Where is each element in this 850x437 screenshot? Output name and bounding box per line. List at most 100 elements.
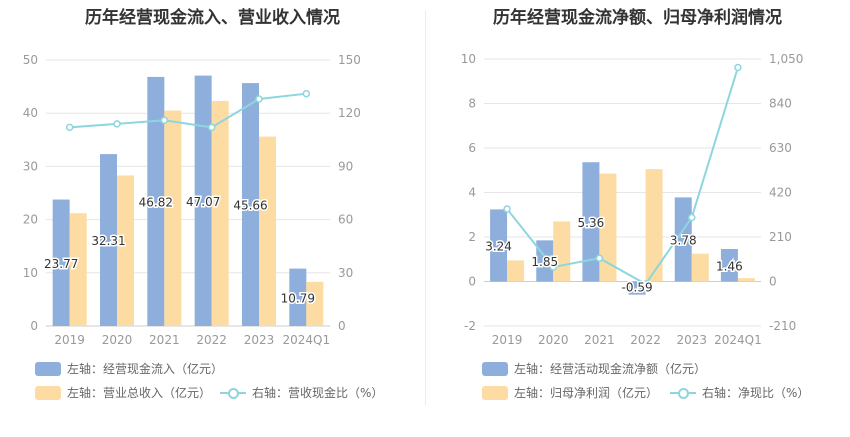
line-point: [503, 205, 511, 213]
data-label: 23.77: [44, 257, 78, 271]
bar-series-2: [737, 278, 755, 282]
bar-series-1: [490, 209, 508, 282]
bar-series-2: [507, 260, 525, 282]
y-right-tick-label: 420: [769, 186, 792, 200]
bar-series-2: [645, 169, 663, 282]
x-tick-label: 2020: [102, 333, 133, 347]
legend-label: 左轴：营业总收入（亿元）: [67, 386, 212, 400]
chart-panel-cash-inflow: 历年经营现金流入、营业收入情况 0 10 20 30 40 50 0 30 60 90 120 150…: [23, 8, 384, 401]
data-label: 3.78: [670, 233, 697, 247]
y-left-tick-label: 30: [23, 159, 38, 173]
line-point: [113, 120, 121, 128]
chart-title: 历年经营现金流净额、归母净利润情况: [493, 8, 782, 28]
y-right-tick-label: 1,050: [769, 52, 803, 66]
y-right-tick-label: 840: [769, 97, 792, 111]
bar-series-1: [52, 199, 70, 326]
y-right-tick-label: 120: [338, 106, 361, 120]
y-right-tick-label: 210: [769, 230, 792, 244]
chart-cash-inflow-revenue: 0 10 20 30 40 50 0 30 60 90 120 150 2019 2020 2021 2022…: [23, 53, 361, 347]
bar-series-1: [720, 249, 738, 282]
y-right-tick-label: -210: [769, 319, 796, 333]
y-right-tick-label: 30: [338, 266, 353, 280]
data-label: 47.07: [186, 195, 220, 209]
legend-swatch-line-icon: [670, 386, 696, 400]
y-left-tick-label: 20: [23, 213, 38, 227]
bar-series-1: [628, 281, 646, 295]
x-tick-label: 2020: [538, 333, 569, 347]
y-left-tick-label: 6: [468, 141, 476, 155]
data-label: -0.59: [622, 281, 653, 295]
legend-label: 右轴：营收现金比（%）: [252, 386, 384, 400]
bar-series-1: [289, 268, 307, 326]
y-right-tick-label: 630: [769, 141, 792, 155]
y-right-tick-label: 90: [338, 159, 353, 173]
y-left-tick-label: 10: [461, 52, 476, 66]
x-tick-label: 2019: [492, 333, 523, 347]
x-tick-label: 2024Q1: [714, 333, 762, 347]
y-left-tick-label: -2: [464, 319, 476, 333]
legend-label: 左轴：经营活动现金流净额（亿元）: [514, 362, 707, 376]
bar-series-1: [674, 197, 692, 282]
x-tick-label: 2019: [54, 333, 85, 347]
bar-series-2: [599, 173, 617, 282]
legend-label: 左轴：经营现金流入（亿元）: [67, 362, 224, 376]
line-point: [255, 95, 263, 103]
bar-series-2: [211, 100, 229, 327]
line-point: [65, 123, 74, 132]
line-series: [69, 92, 307, 129]
line-point: [549, 263, 557, 271]
legend-item-net-profit[interactable]: 左轴：归母净利润（亿元）: [482, 384, 658, 401]
y-left-tick-label: 0: [30, 319, 38, 333]
data-label: 5.36: [578, 216, 605, 230]
y-right-tick-label: 60: [338, 213, 353, 227]
data-label: 32.31: [91, 234, 125, 248]
bar-series-1: [147, 76, 165, 326]
x-tick-label: 2023: [244, 333, 275, 347]
chart-title: 历年经营现金流入、营业收入情况: [85, 8, 340, 28]
bar-series-1: [194, 75, 212, 326]
bar-series-2: [259, 136, 276, 326]
bar-series-2: [164, 110, 182, 326]
line-series: [506, 67, 739, 286]
y-right-tick-label: 150: [338, 53, 361, 67]
data-label: 1.46: [716, 259, 743, 273]
line-point: [688, 213, 696, 222]
panel-divider: [425, 10, 426, 405]
y-left-tick-label: 2: [468, 230, 476, 244]
legend-label: 右轴：净现比（%）: [702, 386, 810, 400]
legend-item-ratio[interactable]: 右轴：营收现金比（%）: [220, 384, 383, 401]
data-label: 45.66: [233, 199, 267, 213]
x-tick-label: 2023: [676, 333, 707, 347]
legend-item-net-cash-ratio[interactable]: 右轴：净现比（%）: [670, 384, 809, 401]
legend-swatch-bar-blue: [35, 361, 61, 376]
bar-series-1: [100, 154, 117, 326]
x-tick-label: 2022: [196, 333, 227, 347]
bar-series-2: [553, 221, 571, 282]
y-right-tick-label: 0: [769, 275, 777, 289]
y-left-tick-label: 8: [468, 97, 476, 111]
x-tick-label: 2021: [584, 333, 615, 347]
bar-series-2: [117, 175, 134, 326]
bar-series-1: [242, 83, 259, 326]
x-tick-label: 2021: [149, 333, 180, 347]
legend-item-cash-inflow[interactable]: 左轴：经营现金流入（亿元）: [35, 360, 223, 377]
legend-swatch-bar-yellow: [482, 385, 508, 400]
y-left-tick-label: 4: [468, 186, 476, 200]
legend-item-revenue[interactable]: 左轴：营业总收入（亿元）: [35, 384, 211, 401]
data-label: 46.82: [139, 195, 173, 209]
legend-swatch-bar-blue: [482, 361, 508, 376]
y-left-tick-label: 40: [23, 106, 38, 120]
bar-series-1: [582, 162, 600, 282]
legend-swatch-line-icon: [220, 386, 246, 400]
legend-label: 左轴：归母净利润（亿元）: [514, 386, 659, 400]
legend-item-net-cash[interactable]: 左轴：经营活动现金流净额（亿元）: [482, 360, 706, 377]
bar-series-2: [691, 253, 709, 282]
legend-swatch-bar-yellow: [35, 385, 61, 400]
bar-series-2: [69, 213, 87, 326]
line-point: [207, 123, 216, 132]
data-label: 3.24: [485, 239, 512, 253]
line-point: [734, 63, 742, 72]
line-point: [641, 280, 650, 288]
y-left-tick-label: 10: [23, 266, 38, 280]
